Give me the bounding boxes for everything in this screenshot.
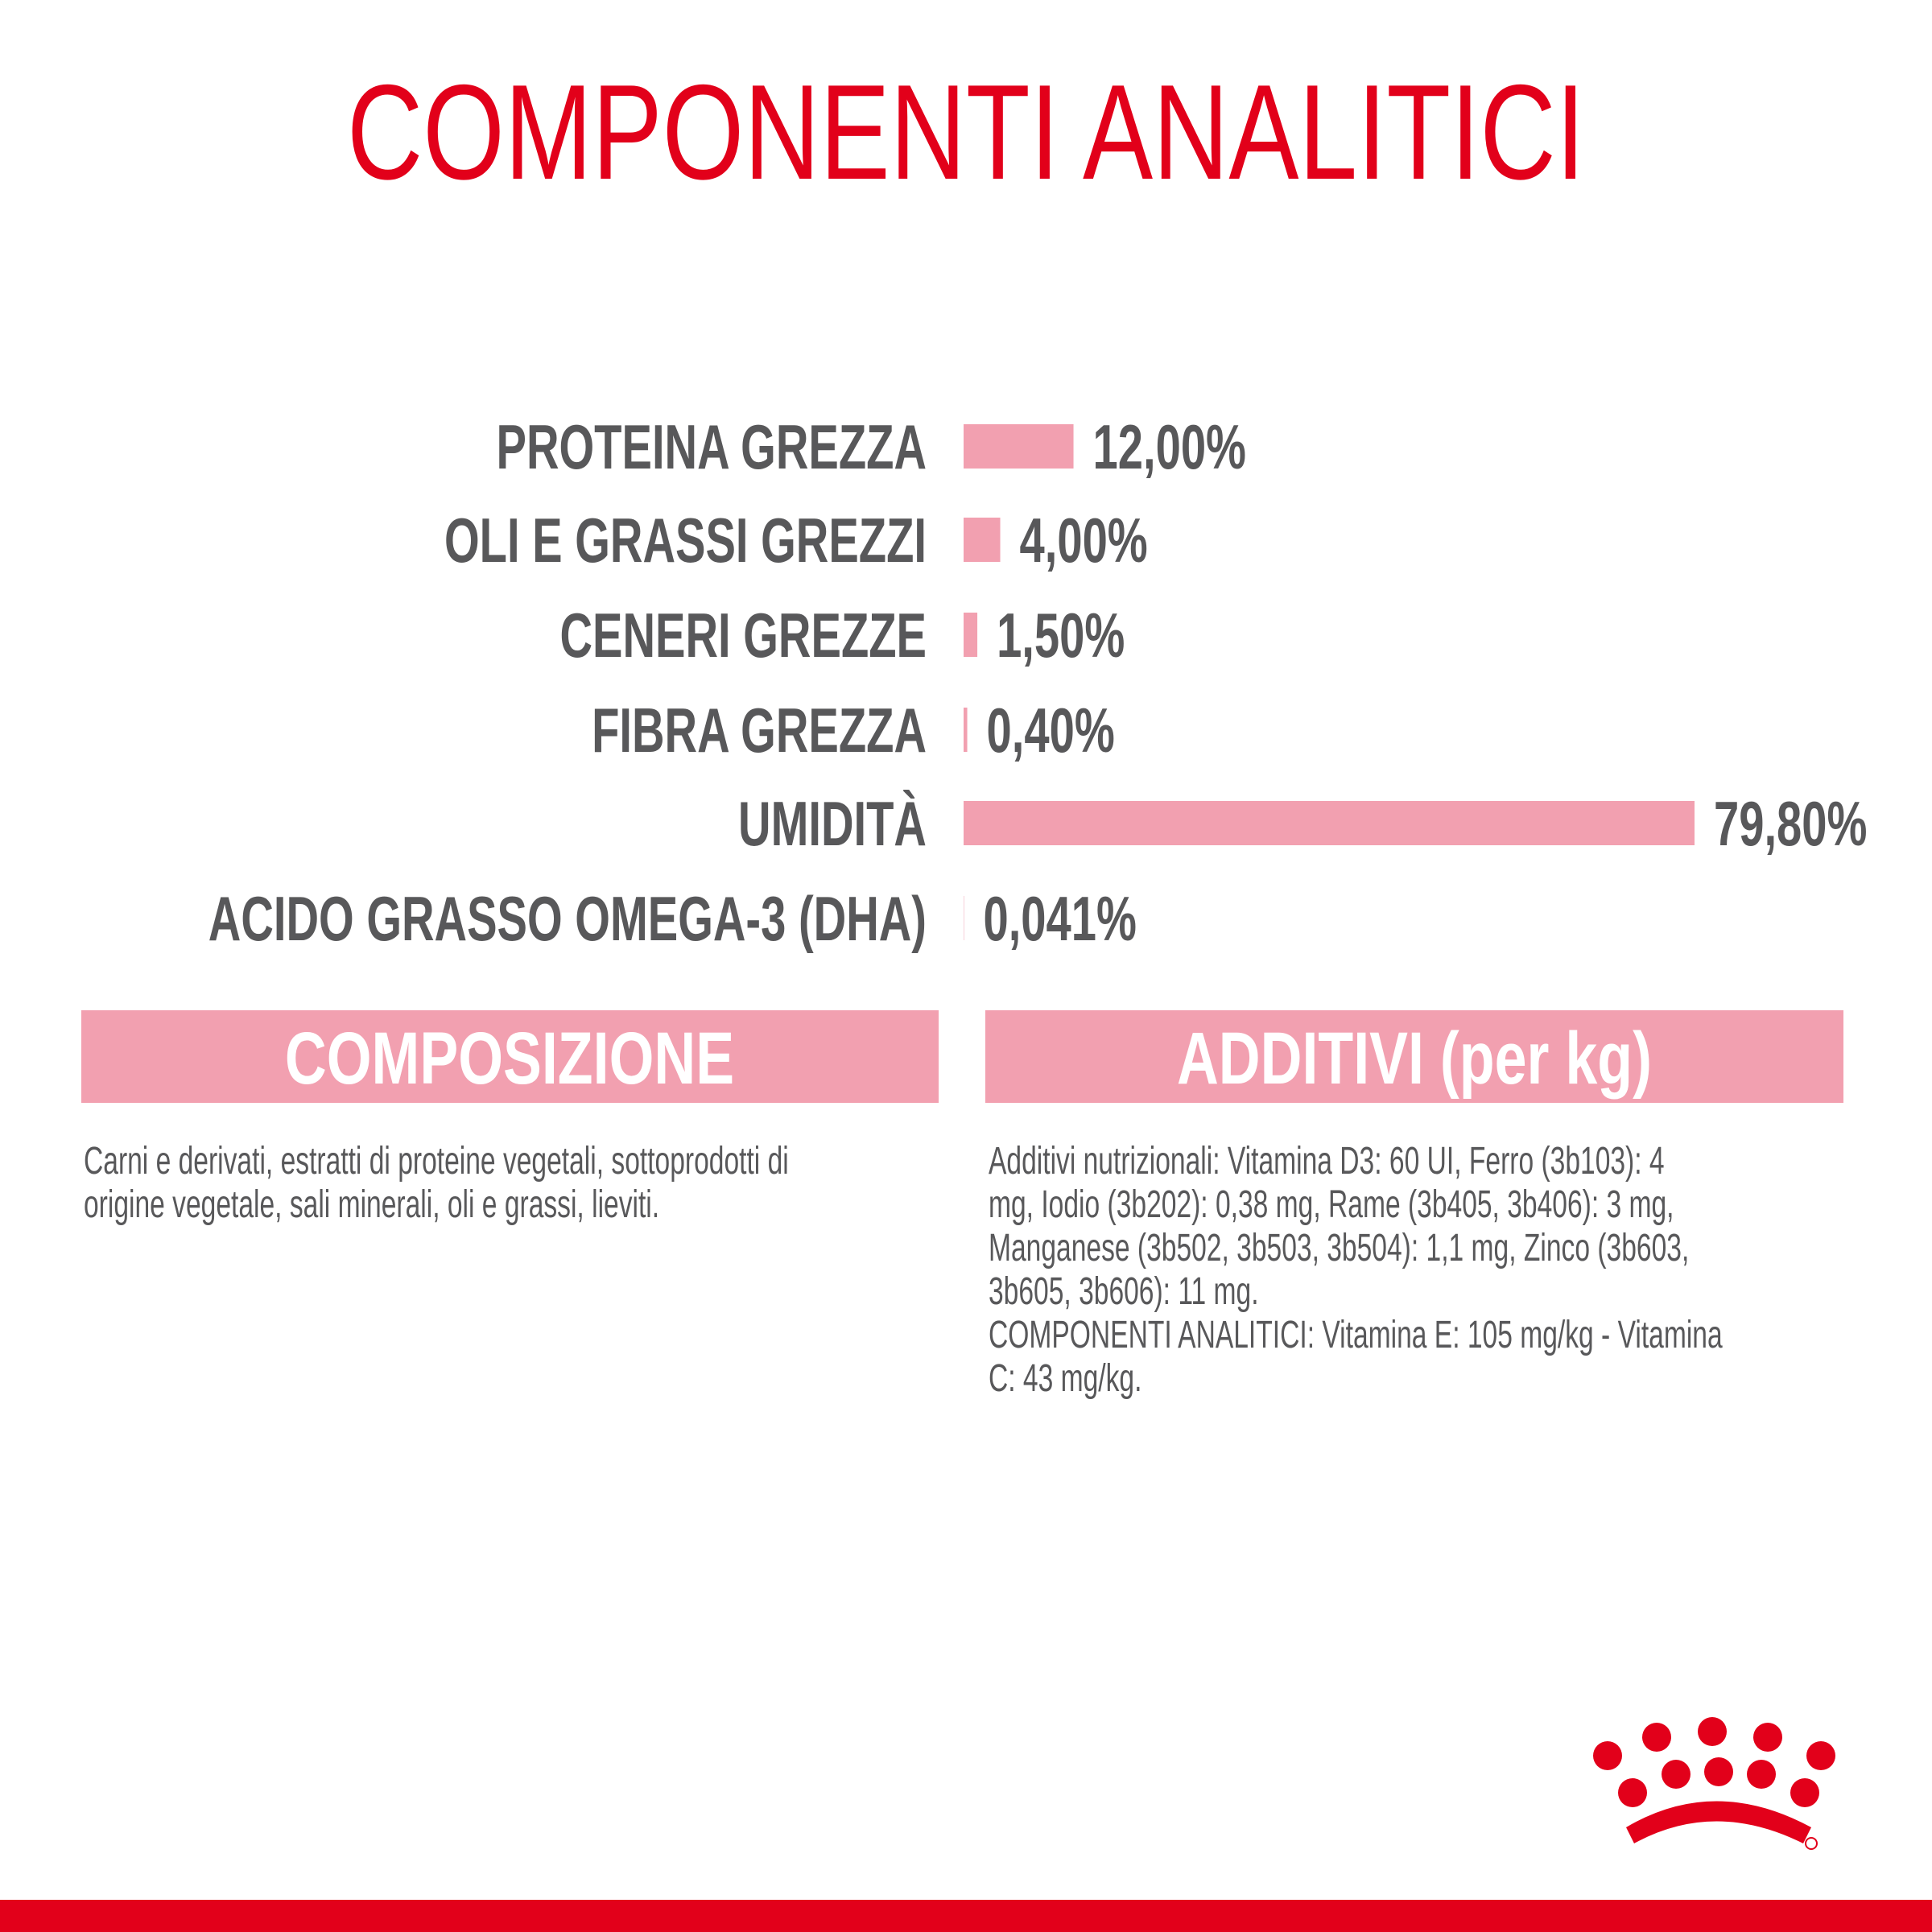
body-line: Manganese (3b502, 3b503, 3b504): 1,1 mg,… bbox=[989, 1225, 1689, 1269]
value-label: 79,80% bbox=[1714, 789, 1867, 859]
additives-heading: ADDITIVI (per kg) bbox=[1177, 1017, 1652, 1100]
body-line-group: mg, Iodio (3b202): 0,38 mg, Rame (3b405,… bbox=[989, 1182, 1674, 1225]
composition-heading: COMPOSIZIONE bbox=[285, 1017, 734, 1100]
category-label-group: CENERI GREZZE bbox=[559, 601, 927, 671]
body-line: Carni e derivati, estratti di proteine v… bbox=[84, 1138, 789, 1182]
bar bbox=[964, 801, 1695, 845]
value-label-group: 12,00% bbox=[1093, 412, 1246, 482]
body-line-group: COMPONENTI ANALITICI: Vitamina E: 105 mg… bbox=[989, 1312, 1723, 1356]
body-line-group: origine vegetale, sali minerali, oli e g… bbox=[84, 1182, 659, 1225]
category-label-group: PROTEINA GREZZA bbox=[497, 412, 927, 482]
value-label-group: 0,041% bbox=[983, 884, 1136, 954]
logo bbox=[1593, 1717, 1835, 1850]
value-label: 12,00% bbox=[1093, 412, 1246, 482]
category-label-group: OLI E GRASSI GREZZI bbox=[444, 506, 927, 576]
bottom-band bbox=[0, 1900, 1932, 1932]
bar bbox=[964, 708, 968, 752]
bar bbox=[964, 424, 1074, 469]
page-title: COMPONENTI ANALITICI bbox=[347, 56, 1585, 208]
category-label-group: ACIDO GRASSO OMEGA-3 (DHA) bbox=[208, 884, 927, 954]
additives-header bbox=[985, 1010, 1843, 1103]
value-label-group: 0,40% bbox=[987, 696, 1115, 766]
category-label-group: FIBRA GREZZA bbox=[592, 696, 927, 766]
category-label: CENERI GREZZE bbox=[559, 601, 927, 671]
category-label: FIBRA GREZZA bbox=[592, 696, 927, 766]
value-label-group: 79,80% bbox=[1714, 789, 1867, 859]
value-label: 0,041% bbox=[983, 884, 1136, 954]
bar bbox=[964, 613, 978, 657]
category-label: UMIDITÀ bbox=[738, 789, 927, 859]
value-label: 0,40% bbox=[987, 696, 1115, 766]
category-label: PROTEINA GREZZA bbox=[497, 412, 927, 482]
category-label: OLI E GRASSI GREZZI bbox=[444, 506, 927, 576]
body-line-group: Carni e derivati, estratti di proteine v… bbox=[84, 1138, 789, 1182]
value-label: 4,00% bbox=[1020, 506, 1148, 576]
category-label-group: UMIDITÀ bbox=[738, 789, 927, 859]
body-line: Additivi nutrizionali: Vitamina D3: 60 U… bbox=[989, 1138, 1665, 1182]
value-label: 1,50% bbox=[997, 601, 1125, 671]
value-label-group: 4,00% bbox=[1020, 506, 1148, 576]
bar bbox=[964, 518, 1001, 562]
body-line-group: Additivi nutrizionali: Vitamina D3: 60 U… bbox=[989, 1138, 1665, 1182]
composition-header bbox=[81, 1010, 939, 1103]
body-line-group: Manganese (3b502, 3b503, 3b504): 1,1 mg,… bbox=[989, 1225, 1689, 1269]
body-line: 3b605, 3b606): 11 mg. bbox=[989, 1269, 1259, 1312]
value-label-group: 1,50% bbox=[997, 601, 1125, 671]
body-line-group: 3b605, 3b606): 11 mg. bbox=[989, 1269, 1259, 1312]
category-label: ACIDO GRASSO OMEGA-3 (DHA) bbox=[208, 884, 927, 954]
body-line: origine vegetale, sali minerali, oli e g… bbox=[84, 1182, 659, 1225]
body-line: C: 43 mg/kg. bbox=[989, 1356, 1141, 1399]
body-line: COMPONENTI ANALITICI: Vitamina E: 105 mg… bbox=[989, 1312, 1723, 1356]
body-line: mg, Iodio (3b202): 0,38 mg, Rame (3b405,… bbox=[989, 1182, 1674, 1225]
body-line-group: C: 43 mg/kg. bbox=[989, 1356, 1141, 1399]
